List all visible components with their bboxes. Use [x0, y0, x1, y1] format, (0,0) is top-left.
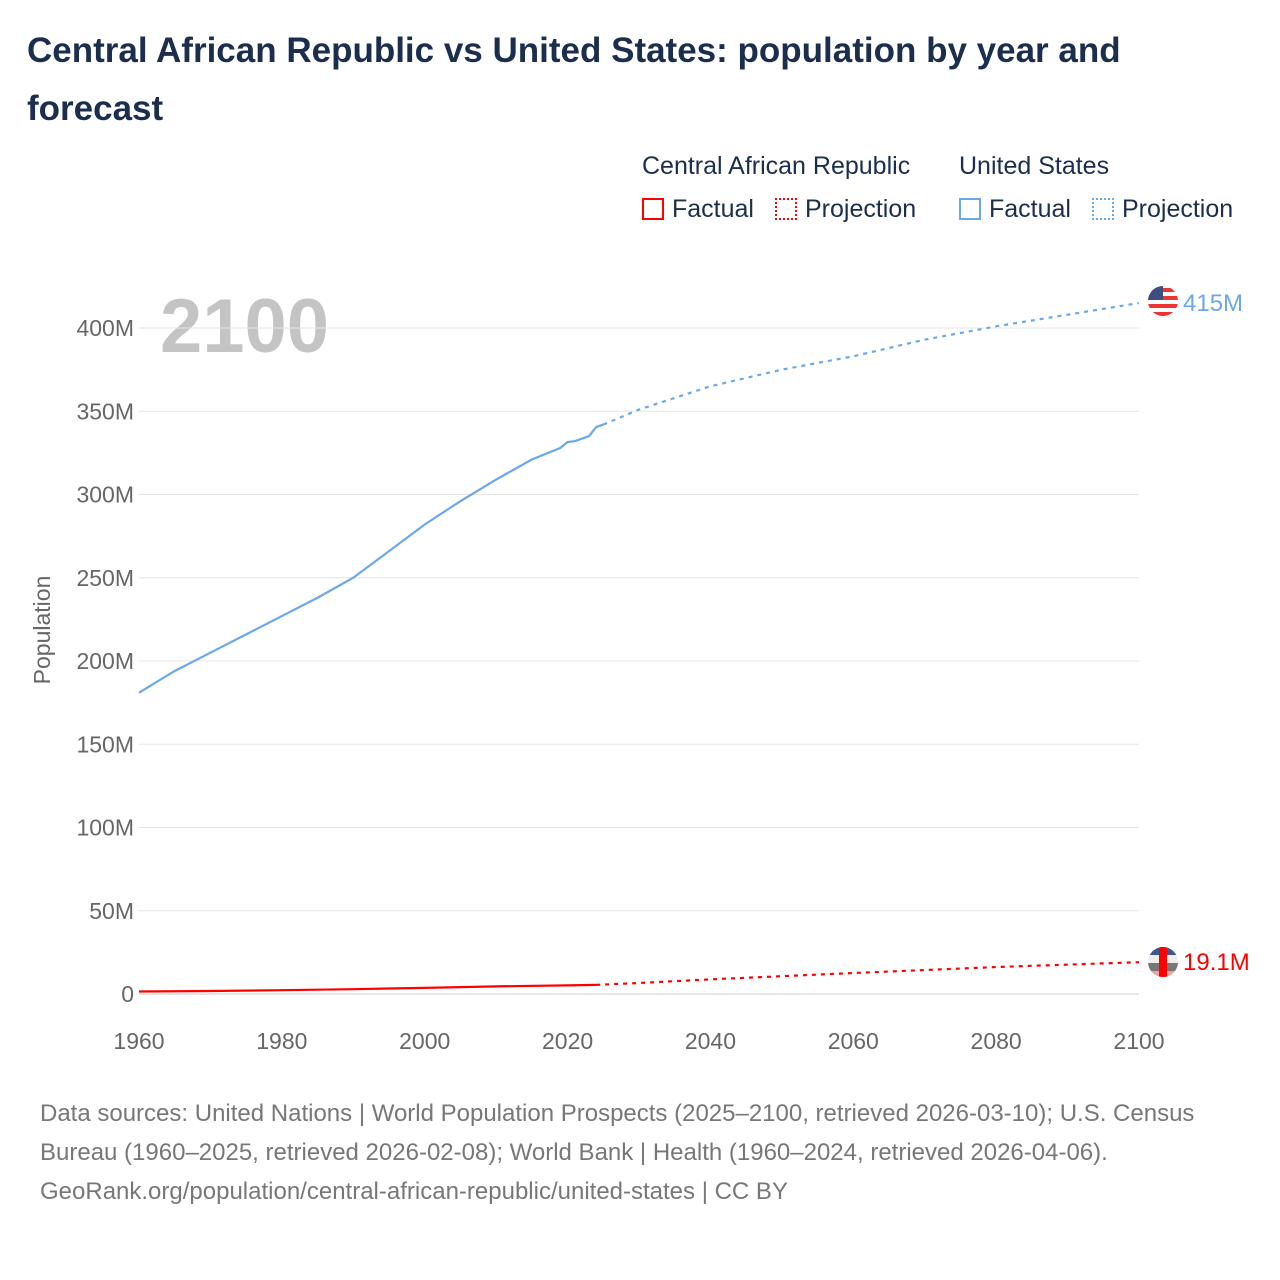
car-flag-marker [1148, 947, 1178, 977]
x-tick-label: 2060 [828, 1028, 879, 1054]
legend-label: Factual [989, 195, 1071, 223]
y-axis-label: Population [29, 576, 55, 685]
source-link[interactable]: GeoRank.org/population/central-african-r… [40, 1178, 788, 1205]
legend-swatch [959, 198, 981, 220]
legend-car-projection[interactable]: Projection [775, 195, 916, 224]
y-tick-label: 50M [89, 898, 134, 924]
y-tick-label: 100M [76, 815, 134, 841]
legend-label: Projection [805, 195, 917, 223]
x-tick-label: 2040 [685, 1028, 736, 1054]
y-tick-label: 350M [76, 398, 134, 424]
legend-swatch [1092, 198, 1114, 220]
legend-label: Projection [1122, 195, 1234, 223]
united-states-projection-line [602, 301, 1140, 426]
x-tick-label: 2080 [971, 1028, 1022, 1054]
legend-swatch [775, 198, 797, 220]
year-watermark: 2100 [160, 284, 329, 369]
central-african-republic-projection-line [596, 961, 1140, 986]
y-tick-label: 400M [76, 315, 134, 341]
footer: Data sources: United Nations | World Pop… [40, 1094, 1230, 1211]
y-tick-label: 0 [121, 981, 134, 1007]
legend-us-factual[interactable]: Factual [959, 195, 1071, 224]
x-tick-label: 1980 [256, 1028, 307, 1054]
central-african-republic-factual-line [138, 983, 597, 993]
central-african-republic-end-label: 19.1M [1183, 949, 1250, 976]
x-tick-label: 2100 [1113, 1028, 1164, 1054]
legend-us-projection[interactable]: Projection [1092, 195, 1233, 224]
legend-label: Factual [672, 195, 754, 223]
united-states-end-label: 415M [1183, 290, 1243, 317]
y-tick-label: 200M [76, 648, 134, 674]
us-flag-marker [1148, 286, 1178, 316]
x-tick-label: 1960 [113, 1028, 164, 1054]
legend-group-us: United States [959, 152, 1110, 180]
line-chart: 2100 Population 0 50M 100M 150M 200M 250M 300M… [29, 284, 1250, 1054]
data-sources: Data sources: United Nations | World Pop… [40, 1100, 1195, 1166]
chart-title: Central African Republic vs United State… [27, 31, 1121, 128]
x-tick-label: 2020 [542, 1028, 593, 1054]
y-tick-label: 150M [76, 731, 134, 757]
y-tick-label: 250M [76, 565, 134, 591]
united-states-factual-line [138, 423, 604, 694]
legend-swatch [642, 198, 664, 220]
legend-car-factual[interactable]: Factual [642, 195, 754, 224]
legend-group-car: Central African Republic [642, 152, 911, 180]
y-tick-label: 300M [76, 482, 134, 508]
x-tick-label: 2000 [399, 1028, 450, 1054]
